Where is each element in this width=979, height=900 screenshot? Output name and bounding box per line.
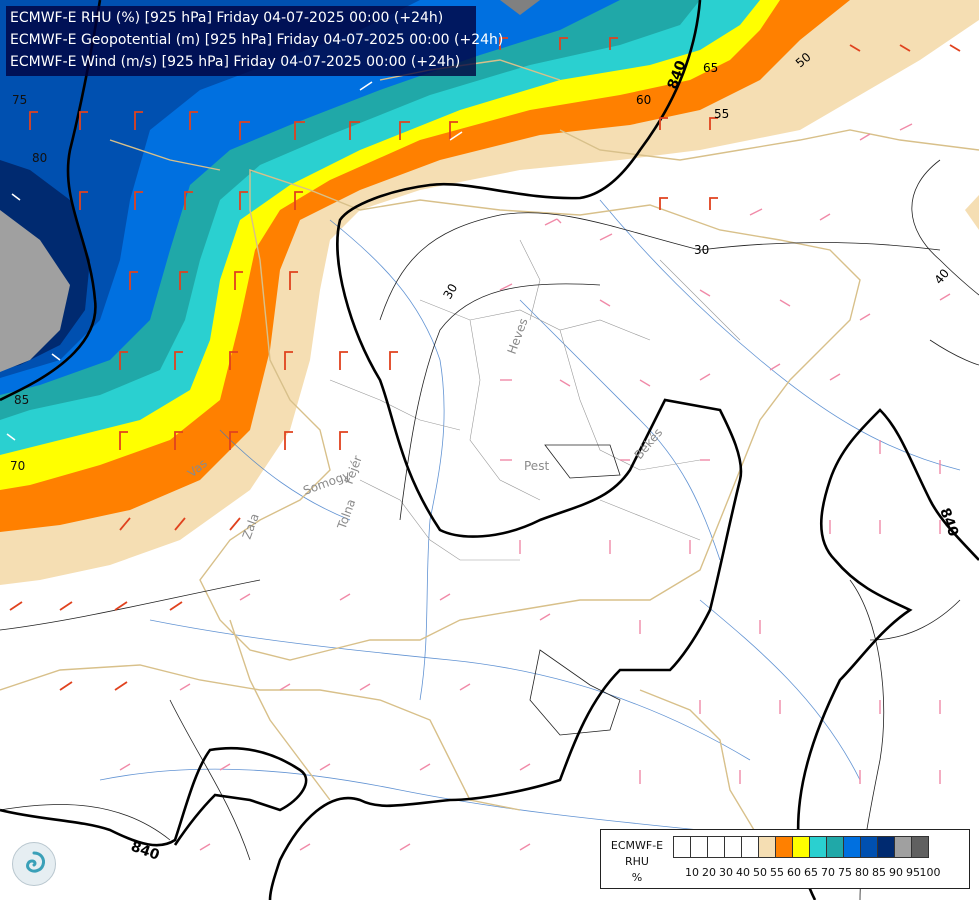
rh-label-30-a: 30 (694, 243, 709, 257)
county-borders-layer (329, 239, 741, 561)
rh-label-70: 70 (10, 459, 25, 473)
rh-fill-layer (0, 0, 979, 585)
legend-tick-label: 80 (855, 866, 869, 879)
rivers-layer (99, 199, 961, 831)
place-tolna: Tolna (334, 497, 358, 532)
legend-title-line1: ECMWF-E (610, 839, 664, 852)
legend-tick-label: 95 (906, 866, 920, 879)
legend-swatch (741, 836, 759, 858)
legend-tick-label: 100 (919, 866, 941, 879)
legend-tick-label: 70 (821, 866, 835, 879)
legend-tick-label: 10 (685, 866, 699, 879)
geo-label-840-sw: 840 (129, 839, 162, 864)
legend-swatch (911, 836, 929, 858)
legend-swatch (894, 836, 912, 858)
header-wind-line: ECMWF-E Wind (m/s) [925 hPa] Friday 04-0… (10, 54, 461, 70)
rh-band-90 (0, 210, 70, 372)
color-legend: ECMWF-E RHU % 10 20 30 40 50 55 60 65 70 75 80 85 90… (600, 829, 970, 889)
place-pest: Pest (524, 459, 549, 473)
rh-label-65: 65 (703, 61, 718, 75)
legend-swatch (826, 836, 844, 858)
legend-swatches (673, 836, 929, 859)
wind-barbs-white (6, 81, 463, 441)
place-fejer: Fejér (342, 454, 365, 486)
place-zala: Zala (240, 512, 262, 541)
legend-swatch (707, 836, 725, 858)
legend-tick-label: 85 (872, 866, 886, 879)
rh-label-60: 60 (636, 93, 651, 107)
rh-patch-right (965, 195, 979, 230)
legend-title-line3: % (631, 871, 643, 884)
legend-title-line2: RHU (625, 855, 649, 868)
legend-tick-label: 20 (702, 866, 716, 879)
rh-label-80: 80 (32, 151, 47, 165)
legend-swatch (758, 836, 776, 858)
place-heves: Heves (505, 316, 531, 356)
rh-label-30-b: 30 (440, 281, 460, 301)
legend-tick-label: 65 (804, 866, 818, 879)
rh-label-55: 55 (714, 107, 729, 121)
legend-title: ECMWF-E RHU % (605, 838, 669, 886)
legend-swatch (860, 836, 878, 858)
legend-swatch (690, 836, 708, 858)
wind-barbs-strong (9, 37, 961, 691)
rh-band-80 (0, 0, 420, 378)
legend-tick-label: 75 (838, 866, 852, 879)
legend-swatch (809, 836, 827, 858)
legend-swatch (792, 836, 810, 858)
geo-840-north (0, 0, 102, 402)
legend-tick-label: 90 (889, 866, 903, 879)
legend-swatch (775, 836, 793, 858)
logo-icon (12, 842, 56, 886)
legend-swatch (877, 836, 895, 858)
legend-tick-label: 30 (719, 866, 733, 879)
geo-840-east (796, 408, 979, 900)
geo-840-center (268, 0, 743, 900)
legend-tick-label: 40 (736, 866, 750, 879)
rh-band-95 (500, 0, 540, 15)
legend-swatch (724, 836, 742, 858)
legend-swatch (843, 836, 861, 858)
header-rhu-line: ECMWF-E RHU (%) [925 hPa] Friday 04-07-2… (10, 10, 444, 26)
map-header: ECMWF-E RHU (%) [925 hPa] Friday 04-07-2… (6, 6, 504, 76)
legend-tick-label: 55 (770, 866, 784, 879)
logo-swirl-icon (26, 851, 45, 873)
legend-tick-label: 60 (787, 866, 801, 879)
header-geopotential-line: ECMWF-E Geopotential (m) [925 hPa] Frida… (10, 32, 504, 48)
rh-label-85: 85 (14, 393, 29, 407)
rh-label-75: 75 (12, 93, 27, 107)
geo-840-sw (0, 746, 308, 847)
borders-layer (0, 59, 979, 881)
legend-swatch (673, 836, 691, 858)
legend-ticks: 10 20 30 40 50 55 60 65 70 75 80 85 90 95 100 (673, 866, 973, 880)
legend-tick-label: 50 (753, 866, 767, 879)
